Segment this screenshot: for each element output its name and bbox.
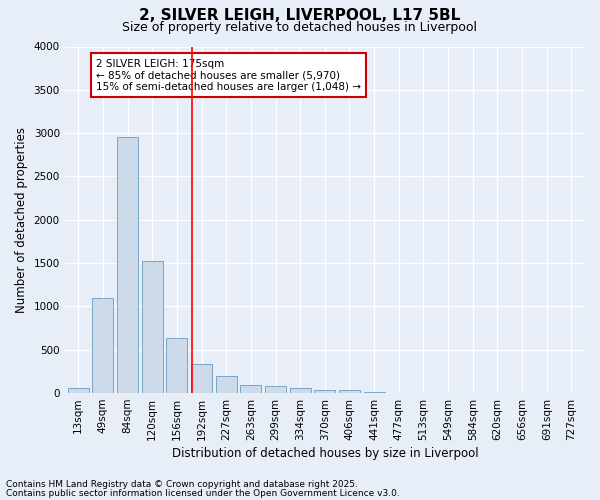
Bar <box>191 364 212 393</box>
Bar <box>216 376 236 393</box>
Bar <box>142 260 163 393</box>
Text: Contains public sector information licensed under the Open Government Licence v3: Contains public sector information licen… <box>6 488 400 498</box>
Bar <box>314 390 335 393</box>
Bar <box>339 390 360 393</box>
Y-axis label: Number of detached properties: Number of detached properties <box>15 127 28 313</box>
Bar <box>117 136 138 393</box>
Text: 2, SILVER LEIGH, LIVERPOOL, L17 5BL: 2, SILVER LEIGH, LIVERPOOL, L17 5BL <box>139 8 461 22</box>
Bar <box>68 388 89 393</box>
Text: Contains HM Land Registry data © Crown copyright and database right 2025.: Contains HM Land Registry data © Crown c… <box>6 480 358 489</box>
Bar <box>265 386 286 393</box>
Text: 2 SILVER LEIGH: 175sqm
← 85% of detached houses are smaller (5,970)
15% of semi-: 2 SILVER LEIGH: 175sqm ← 85% of detached… <box>96 58 361 92</box>
X-axis label: Distribution of detached houses by size in Liverpool: Distribution of detached houses by size … <box>172 447 478 460</box>
Bar <box>241 386 262 393</box>
Text: Size of property relative to detached houses in Liverpool: Size of property relative to detached ho… <box>122 21 478 34</box>
Bar <box>290 388 311 393</box>
Bar <box>364 392 385 393</box>
Bar <box>166 338 187 393</box>
Bar <box>92 298 113 393</box>
